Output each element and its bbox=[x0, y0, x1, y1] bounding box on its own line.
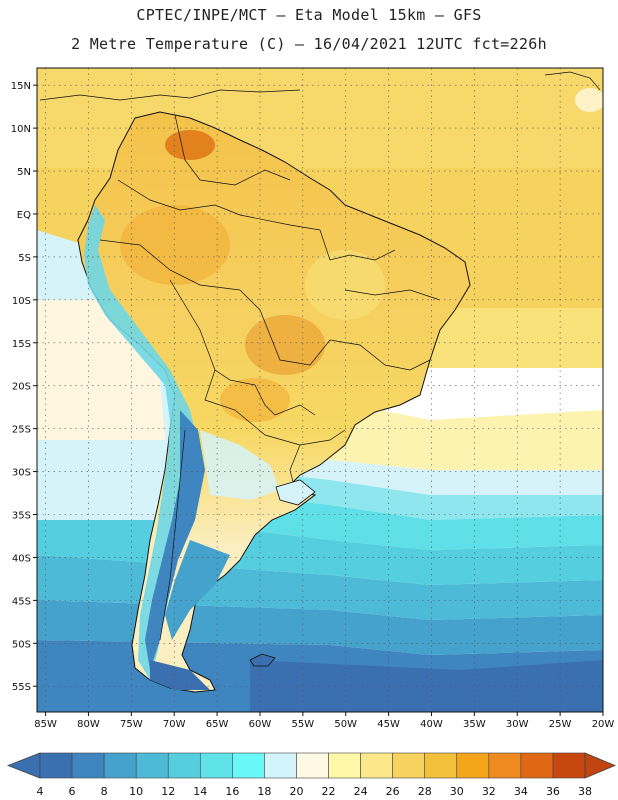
colorbar-label: 6 bbox=[69, 785, 76, 798]
tierra-del-fuego-cold bbox=[150, 660, 210, 690]
temperature-colorbar: 4 6 8 10 12 14 16 18 20 22 24 26 28 30 32 34 36 38 bbox=[6, 752, 617, 798]
lat-tick-label: 15S bbox=[12, 339, 31, 350]
lat-tick-label: 30S bbox=[12, 468, 31, 479]
colorbar-swatch bbox=[424, 752, 458, 779]
lon-tick-label: 55W bbox=[292, 719, 315, 730]
colorbar-swatch bbox=[456, 752, 490, 779]
colorbar-label: 32 bbox=[482, 785, 496, 798]
lon-tick-label: 50W bbox=[334, 719, 357, 730]
colorbar-under-arrow bbox=[6, 752, 41, 779]
colorbar-swatch bbox=[520, 752, 554, 779]
colorbar-swatch bbox=[232, 752, 265, 779]
lon-tick-label: 25W bbox=[549, 719, 572, 730]
colorbar-swatch bbox=[392, 752, 426, 779]
colorbar-label: 22 bbox=[322, 785, 336, 798]
ocean-band-20 bbox=[37, 400, 603, 495]
colorbar-swatch bbox=[328, 752, 361, 779]
colorbar-swatch bbox=[167, 752, 201, 779]
lat-tick-label: 5N bbox=[17, 167, 31, 178]
colorbar-swatch bbox=[39, 752, 73, 779]
colorbar-label: 38 bbox=[578, 785, 592, 798]
lon-tick-label: 65W bbox=[206, 719, 229, 730]
lon-tick-label: 80W bbox=[77, 719, 100, 730]
colorbar-swatch bbox=[103, 752, 137, 779]
colorbar-swatch bbox=[264, 752, 297, 779]
atlantic-cool-patch bbox=[575, 88, 603, 112]
lat-tick-label: 40S bbox=[12, 553, 31, 564]
lon-tick-label: 30W bbox=[506, 719, 529, 730]
colorbar-label: 8 bbox=[101, 785, 108, 798]
longitude-axis: 85W 80W 75W 70W 65W 60W 55W 50W 45W 40W 35W 30W 25W 2… bbox=[34, 712, 614, 730]
colorbar-label: 20 bbox=[289, 785, 303, 798]
mild-area-brazil-central bbox=[305, 250, 385, 320]
caribbean-coast bbox=[39, 89, 301, 101]
colorbar-swatch bbox=[360, 752, 393, 779]
pampas-cool bbox=[200, 430, 280, 500]
colorbar-label: 26 bbox=[386, 785, 400, 798]
lon-tick-label: 70W bbox=[163, 719, 186, 730]
lon-tick-label: 35W bbox=[463, 719, 486, 730]
colorbar-label: 4 bbox=[37, 785, 44, 798]
colorbar-label: 18 bbox=[257, 785, 271, 798]
lat-tick-label: 10S bbox=[12, 296, 31, 307]
ocean-band-6 bbox=[250, 660, 603, 712]
lon-tick-label: 60W bbox=[249, 719, 272, 730]
colorbar-swatch bbox=[488, 752, 522, 779]
colorbar-label: 28 bbox=[418, 785, 432, 798]
latitude-axis: 15N 10N 5N EQ 5S 10S 15S 20S 25S 30S 35S 40S 45S 50S 5… bbox=[11, 81, 37, 693]
temperature-field bbox=[37, 68, 603, 712]
colorbar-label: 34 bbox=[514, 785, 528, 798]
lon-tick-label: 85W bbox=[34, 719, 57, 730]
lat-lon-grid bbox=[37, 68, 603, 712]
colorbar-label: 36 bbox=[546, 785, 560, 798]
map-frame bbox=[36, 67, 604, 713]
warm-area-mato-grosso bbox=[245, 315, 325, 375]
lat-tick-label: 25S bbox=[12, 425, 31, 436]
lon-tick-label: 75W bbox=[120, 719, 143, 730]
lat-tick-label: 35S bbox=[12, 511, 31, 522]
map-title-model: CPTEC/INPE/MCT – Eta Model 15km – GFS bbox=[136, 6, 482, 24]
falkland-islands bbox=[249, 653, 276, 667]
lon-tick-label: 45W bbox=[377, 719, 400, 730]
lat-tick-label: 45S bbox=[12, 596, 31, 607]
warm-core-venezuela bbox=[165, 130, 215, 160]
warm-area-paraguay bbox=[220, 378, 290, 422]
colorbar-label: 24 bbox=[354, 785, 368, 798]
lat-tick-label: 10N bbox=[11, 124, 31, 135]
andes-cold-core bbox=[145, 410, 205, 670]
colorbar-swatch bbox=[552, 752, 586, 779]
colorbar-swatch bbox=[71, 752, 105, 779]
lat-tick-label: 50S bbox=[12, 639, 31, 650]
patagonia-cold bbox=[165, 540, 230, 640]
colorbar-swatch bbox=[199, 752, 233, 779]
colorbar-label: 10 bbox=[129, 785, 143, 798]
lat-tick-label: 20S bbox=[12, 382, 31, 393]
map-title-variable: 2 Metre Temperature (C) – 16/04/2021 12U… bbox=[71, 35, 547, 53]
warm-area-amazon-west bbox=[120, 205, 230, 285]
country-borders bbox=[99, 114, 441, 641]
caribbean-islands bbox=[544, 71, 601, 91]
colorbar-label: 30 bbox=[450, 785, 464, 798]
colorbar-label: 16 bbox=[225, 785, 239, 798]
colorbar-swatch bbox=[135, 752, 169, 779]
lat-tick-label: 5S bbox=[18, 253, 31, 264]
colorbar-label: 12 bbox=[161, 785, 175, 798]
lon-tick-label: 40W bbox=[420, 719, 443, 730]
lat-tick-label: EQ bbox=[17, 210, 31, 221]
colorbar-label: 14 bbox=[193, 785, 207, 798]
colorbar-swatch bbox=[296, 752, 329, 779]
lon-tick-label: 20W bbox=[592, 719, 615, 730]
rio-de-la-plata bbox=[275, 479, 316, 506]
lat-tick-label: 55S bbox=[12, 682, 31, 693]
lat-tick-label: 15N bbox=[11, 81, 31, 92]
colorbar-over-arrow bbox=[584, 752, 617, 779]
